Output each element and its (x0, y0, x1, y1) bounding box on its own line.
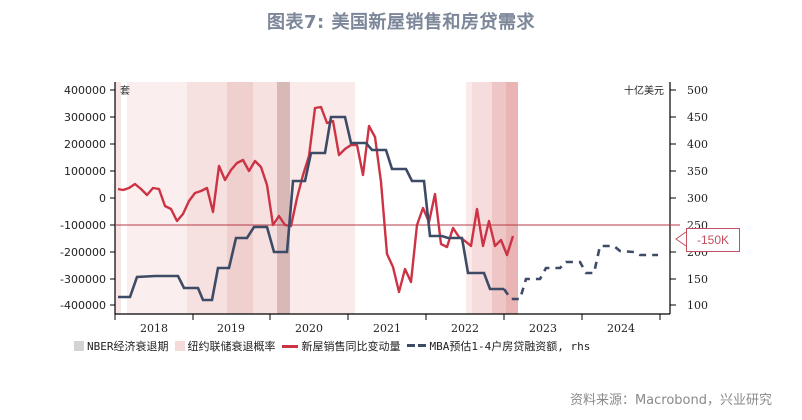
callout-pointer (675, 231, 687, 247)
chart-legend: NBER经济衰退期 纽约联储衰退概率 新屋销售同比变动量 MBA预估1-4户房贷… (74, 338, 596, 354)
x-tick-label: 2020 (295, 322, 323, 335)
navy-dash-swatch-icon (406, 342, 427, 350)
nber-swatch-icon (74, 341, 84, 351)
legend-label: 纽约联储衰退概率 (187, 340, 276, 353)
left-tick-label: -400000 (60, 299, 106, 312)
series-mba-origination (118, 115, 504, 302)
legend-item-mba: MBA预估1-4户房贷融资额, rhs (406, 338, 591, 354)
x-tick-label: 2023 (529, 322, 557, 335)
callout-label: -150K (686, 228, 740, 252)
series-new-home-sales (117, 105, 515, 294)
right-tick-label: 450 (687, 111, 708, 124)
left-tick-label: 300000 (64, 111, 106, 124)
red-line-swatch-icon (281, 344, 298, 348)
legend-item-recession-probability: 纽约联储衰退概率 (174, 338, 276, 354)
legend-item-new-home-sales: 新屋销售同比变动量 (281, 338, 401, 354)
left-tick-label: -100000 (60, 219, 106, 232)
recession-probability-bands (115, 82, 518, 314)
x-tick-label: 2024 (607, 322, 635, 335)
chart-title: 图表7: 美国新屋销售和房贷需求 (267, 12, 535, 33)
legend-label: 新屋销售同比变动量 (301, 340, 401, 353)
right-ticks: 500 450 400 350 300 250 200 150 100 (670, 84, 708, 312)
right-tick-label: 150 (687, 273, 708, 286)
left-tick-label: 400000 (64, 84, 106, 97)
right-tick-label: 400 (687, 138, 708, 151)
right-tick-label: 500 (687, 84, 708, 97)
right-tick-label: 300 (687, 192, 708, 205)
x-tick-label: 2019 (217, 322, 245, 335)
right-tick-label: 100 (687, 299, 708, 312)
x-tick-label: 2018 (140, 322, 168, 335)
left-ticks: 400000 300000 200000 100000 0 -100000 -2… (60, 84, 115, 312)
left-unit-label: 套 (120, 84, 130, 97)
x-ticks: 2018 2019 2020 2021 2022 2023 2024 (114, 314, 661, 335)
left-tick-label: 0 (99, 192, 106, 205)
left-tick-label: -300000 (60, 273, 106, 286)
left-tick-label: 200000 (64, 138, 106, 151)
legend-item-nber: NBER经济衰退期 (74, 338, 169, 354)
left-tick-label: -200000 (60, 246, 106, 259)
legend-label: MBA预估1-4户房贷融资额, rhs (429, 340, 591, 353)
left-tick-label: 100000 (64, 165, 106, 178)
x-tick-label: 2022 (451, 322, 479, 335)
x-tick-label: 2021 (373, 322, 401, 335)
right-tick-label: 350 (687, 165, 708, 178)
recession-prob-swatch-icon (174, 341, 185, 351)
source-note: 资料来源：Macrobond，兴业研究 (569, 393, 772, 408)
right-unit-label: 十亿美元 (624, 84, 664, 97)
series-mba-forecast (502, 244, 658, 301)
legend-label: NBER经济衰退期 (87, 340, 169, 353)
